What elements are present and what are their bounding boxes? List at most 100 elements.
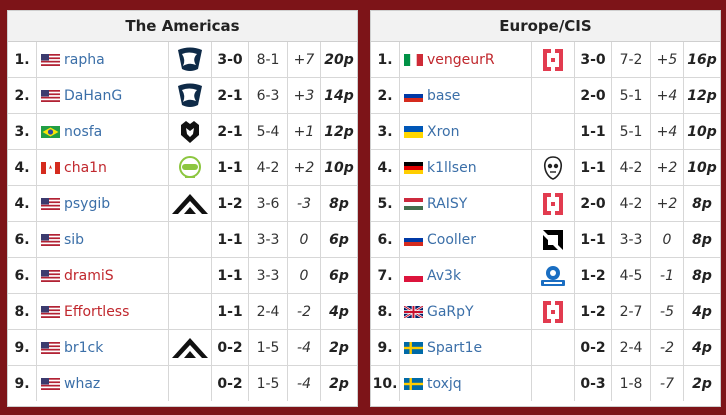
match-record: 2-0 — [574, 77, 612, 114]
player-link[interactable]: Cooller — [427, 231, 477, 248]
team-cell — [531, 149, 575, 186]
rank: 9. — [371, 329, 400, 366]
player-link[interactable]: Effortless — [64, 303, 130, 320]
map-diff: 0 — [287, 257, 321, 294]
player-cell: RAISY — [399, 185, 532, 222]
map-record: 2-4 — [248, 293, 288, 330]
map-record: 4-2 — [611, 185, 651, 222]
match-record: 1-1 — [574, 113, 612, 150]
map-diff: +2 — [287, 149, 321, 186]
bds-team-logo-icon[interactable] — [532, 155, 574, 181]
points: 8p — [683, 221, 720, 258]
points: 12p — [683, 77, 720, 114]
player-cell: vengeurR — [399, 42, 532, 78]
player-link[interactable]: sib — [64, 231, 85, 248]
map-diff: -7 — [650, 365, 684, 401]
player-link[interactable]: dramiS — [64, 267, 114, 284]
gamerlegion-team-logo-icon[interactable] — [532, 191, 574, 217]
us-flag-icon — [41, 305, 60, 318]
player-link[interactable]: cha1n — [64, 159, 107, 176]
rank: 4. — [371, 149, 400, 186]
points: 16p — [683, 42, 720, 78]
rank: 2. — [8, 77, 37, 114]
player-link[interactable]: Av3k — [427, 267, 462, 284]
team-cell — [531, 77, 575, 114]
team-cell — [168, 42, 212, 78]
map-record: 5-1 — [611, 77, 651, 114]
match-record: 1-2 — [211, 185, 249, 222]
ru-flag-icon — [404, 89, 423, 102]
match-record: 0-2 — [211, 329, 249, 366]
gamerlegion-team-logo-icon[interactable] — [532, 299, 574, 325]
optic-team-logo-icon[interactable] — [169, 155, 211, 181]
player-cell: Effortless — [36, 293, 169, 330]
amd-team-logo-icon[interactable] — [532, 227, 574, 253]
endpoint-team-logo-icon[interactable] — [532, 263, 574, 289]
points: 6p — [320, 257, 357, 294]
europe-row: 5. RAISY 2-0 4-2 +2 8p — [371, 185, 720, 222]
br-flag-icon — [41, 125, 60, 138]
europe-row: 4. k1llsen 1-1 4-2 +2 10p — [371, 149, 720, 186]
map-record: 2-7 — [611, 293, 651, 330]
us-flag-icon — [41, 197, 60, 210]
ua-flag-icon — [404, 125, 423, 138]
match-record: 1-1 — [574, 221, 612, 258]
player-link[interactable]: DaHanG — [64, 87, 123, 104]
map-diff: -3 — [287, 185, 321, 222]
player-link[interactable]: k1llsen — [427, 159, 477, 176]
liquid-team-logo-icon[interactable] — [169, 83, 211, 109]
map-record: 1-8 — [611, 365, 651, 401]
chevron-team-logo-icon[interactable] — [169, 336, 211, 360]
gamerlegion-team-logo-icon[interactable] — [532, 47, 574, 73]
americas-row: 3. nosfa 2-1 5-4 +1 12p — [8, 113, 357, 150]
player-link[interactable]: br1ck — [64, 339, 104, 356]
points: 12p — [320, 113, 357, 150]
player-link[interactable]: base — [427, 87, 461, 104]
europe-row: 6. Cooller 1-1 3-3 0 8p — [371, 221, 720, 258]
player-link[interactable]: RAISY — [427, 195, 468, 212]
team-cell — [168, 149, 212, 186]
rank: 1. — [371, 42, 400, 78]
player-cell: whaz — [36, 365, 169, 401]
rank: 4. — [8, 149, 37, 186]
player-link[interactable]: vengeurR — [427, 51, 495, 68]
americas-table: 1. rapha 3-0 8-1 +7 20p 2. DaHanG 2-1 6-3 +3 14p 3. n… — [8, 42, 357, 401]
player-cell: psygib — [36, 185, 169, 222]
map-record: 6-3 — [248, 77, 288, 114]
map-diff: 0 — [287, 221, 321, 258]
ca-flag-icon — [41, 161, 60, 174]
team-cell — [531, 365, 575, 401]
player-cell: sib — [36, 221, 169, 258]
player-cell: cha1n — [36, 149, 169, 186]
rank: 1. — [8, 42, 37, 78]
player-link[interactable]: psygib — [64, 195, 111, 212]
furia-team-logo-icon[interactable] — [169, 119, 211, 145]
americas-row: 6. dramiS 1-1 3-3 0 6p — [8, 257, 357, 294]
team-cell — [168, 185, 212, 222]
rank: 8. — [8, 293, 37, 330]
points: 8p — [683, 185, 720, 222]
americas-row: 2. DaHanG 2-1 6-3 +3 14p — [8, 77, 357, 114]
map-record: 3-6 — [248, 185, 288, 222]
americas-row: 9. br1ck 0-2 1-5 -4 2p — [8, 329, 357, 366]
americas-panel: The Americas 1. rapha 3-0 8-1 +7 20p 2. DaHanG 2… — [7, 10, 358, 407]
map-record: 8-1 — [248, 42, 288, 78]
player-link[interactable]: nosfa — [64, 123, 103, 140]
us-flag-icon — [41, 341, 60, 354]
rank: 6. — [371, 221, 400, 258]
points: 10p — [683, 149, 720, 186]
player-link[interactable]: whaz — [64, 375, 101, 392]
player-link[interactable]: toxjq — [427, 375, 462, 392]
europe-row: 7. Av3k 1-2 4-5 -1 8p — [371, 257, 720, 294]
rank: 9. — [8, 329, 37, 366]
us-flag-icon — [41, 53, 60, 66]
player-link[interactable]: GaRpY — [427, 303, 474, 320]
americas-row: 1. rapha 3-0 8-1 +7 20p — [8, 42, 357, 78]
points: 4p — [320, 293, 357, 330]
map-diff: -4 — [287, 329, 321, 366]
player-link[interactable]: rapha — [64, 51, 105, 68]
player-link[interactable]: Spart1e — [427, 339, 483, 356]
player-link[interactable]: Xron — [427, 123, 460, 140]
liquid-team-logo-icon[interactable] — [169, 47, 211, 73]
chevron-team-logo-icon[interactable] — [169, 192, 211, 216]
